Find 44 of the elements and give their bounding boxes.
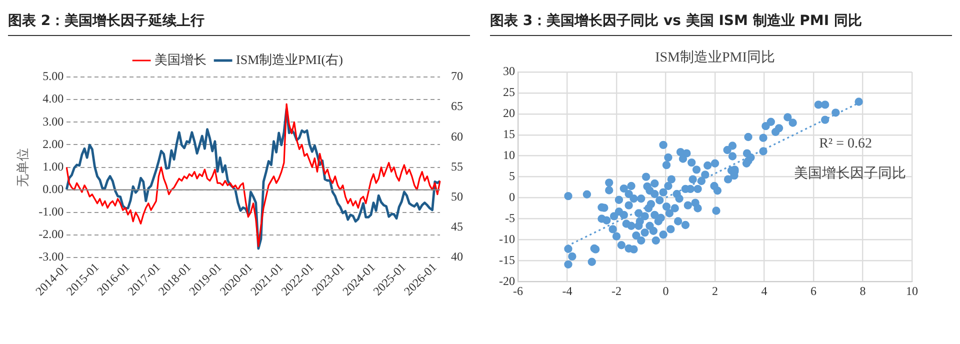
y2-tick-label: 60 <box>451 129 463 144</box>
x-tick-label: 2 <box>712 284 718 298</box>
legend-label: 美国增长 <box>154 52 207 67</box>
y-tick-label: -3.00 <box>38 250 64 264</box>
x-tick-label: -4 <box>562 284 572 298</box>
y-tick-label: -15 <box>498 252 515 267</box>
y2-tick-label: 55 <box>451 159 463 174</box>
annotation: R² = 0.62 <box>819 136 872 152</box>
y-tick-label: -2.00 <box>38 227 64 242</box>
y-tick-label: -20 <box>498 274 515 288</box>
y2-tick-label: 50 <box>451 190 463 204</box>
y-tick-label: -5 <box>504 210 515 225</box>
y-tick-label: 15 <box>502 127 515 142</box>
x-tick-label: 0 <box>662 284 669 298</box>
x-tick-label: 4 <box>761 284 768 298</box>
y-tick-label: 20 <box>502 106 515 120</box>
y-tick-label: 25 <box>502 85 515 100</box>
y-axis-title: ISM制造业PMI同比 <box>655 50 775 66</box>
y-tick-label: 5 <box>508 168 515 183</box>
y-tick-label: -10 <box>498 232 515 246</box>
chart-title: 图表 3：美国增长因子同比 vs 美国 ISM 制造业 PMI 同比 <box>490 8 952 36</box>
y-tick-label: 2.00 <box>42 136 64 151</box>
legend-label: ISM制造业PMI(右) <box>236 52 343 67</box>
y2-tick-label: 40 <box>451 250 463 264</box>
y2-tick-label: 45 <box>451 220 463 234</box>
y-tick-label: 4.00 <box>42 92 64 106</box>
x-tick-label: -6 <box>512 284 523 298</box>
y-tick-label: 30 <box>502 64 515 78</box>
chart-title: 图表 2：美国增长因子延续上行 <box>8 8 470 36</box>
x-axis-title: 美国增长因子同比 <box>794 165 906 182</box>
y-tick-label: 10 <box>502 148 515 162</box>
y-tick-label: 5.00 <box>42 69 64 84</box>
y-tick-label: -1.00 <box>38 204 64 219</box>
y-axis-title: 无单位 <box>15 148 30 187</box>
x-tick-label: 8 <box>860 284 866 298</box>
y2-tick-label: 70 <box>451 69 463 84</box>
x-tick-label: 10 <box>906 284 918 298</box>
y-tick-label: 0 <box>508 190 515 204</box>
y2-tick-label: 65 <box>451 99 463 114</box>
y-tick-label: 3.00 <box>42 114 64 128</box>
y-tick-label: 1.00 <box>42 159 64 174</box>
y-tick-label: 0.00 <box>42 182 64 196</box>
x-tick-label: 6 <box>810 284 816 298</box>
x-tick-label: -2 <box>611 284 622 298</box>
